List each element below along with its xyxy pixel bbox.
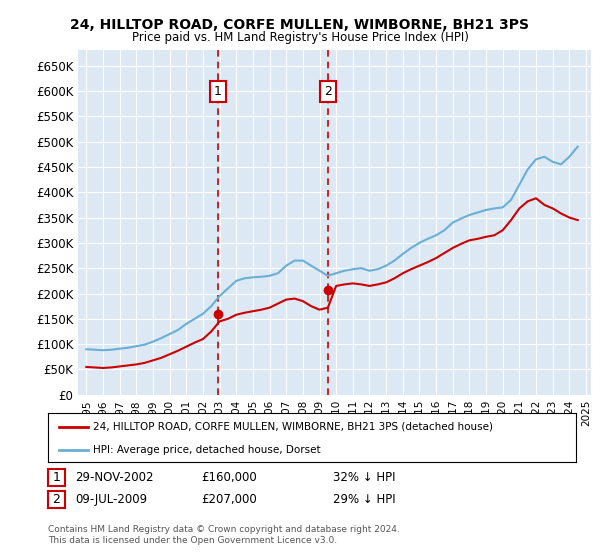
Text: 2: 2: [324, 85, 332, 98]
Text: 24, HILLTOP ROAD, CORFE MULLEN, WIMBORNE, BH21 3PS: 24, HILLTOP ROAD, CORFE MULLEN, WIMBORNE…: [71, 18, 530, 32]
Text: 1: 1: [214, 85, 222, 98]
Text: 32% ↓ HPI: 32% ↓ HPI: [333, 471, 395, 484]
Text: 09-JUL-2009: 09-JUL-2009: [75, 493, 147, 506]
Text: HPI: Average price, detached house, Dorset: HPI: Average price, detached house, Dors…: [93, 445, 320, 455]
Text: 1: 1: [52, 471, 61, 484]
Text: 29-NOV-2002: 29-NOV-2002: [75, 471, 154, 484]
Text: 24, HILLTOP ROAD, CORFE MULLEN, WIMBORNE, BH21 3PS (detached house): 24, HILLTOP ROAD, CORFE MULLEN, WIMBORNE…: [93, 422, 493, 432]
Text: 29% ↓ HPI: 29% ↓ HPI: [333, 493, 395, 506]
Text: Price paid vs. HM Land Registry's House Price Index (HPI): Price paid vs. HM Land Registry's House …: [131, 31, 469, 44]
Text: £207,000: £207,000: [201, 493, 257, 506]
Text: Contains HM Land Registry data © Crown copyright and database right 2024.
This d: Contains HM Land Registry data © Crown c…: [48, 525, 400, 545]
Text: 2: 2: [52, 493, 61, 506]
Text: £160,000: £160,000: [201, 471, 257, 484]
